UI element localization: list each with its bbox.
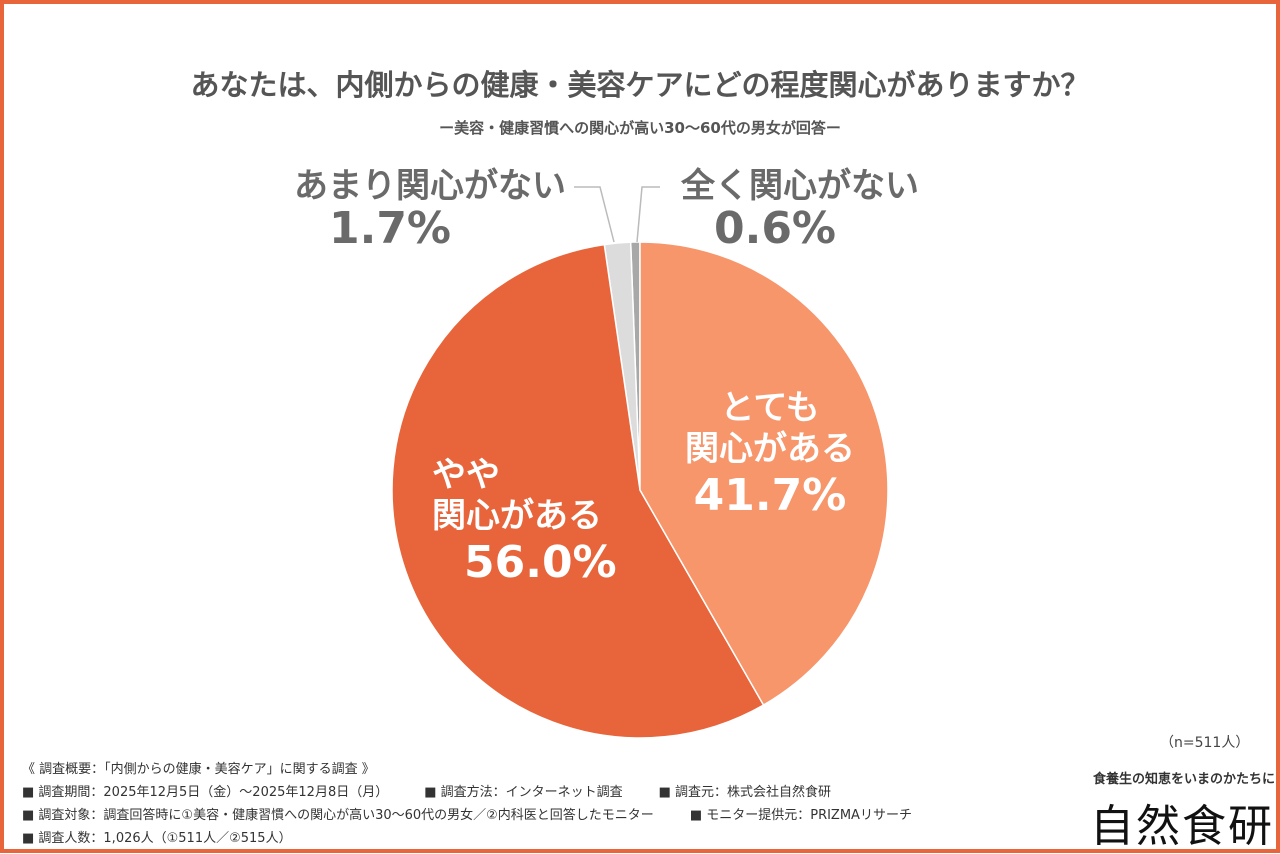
footer-method: ■ 調査方法：インターネット調査 [424,785,623,800]
leader-line-amari [574,186,615,243]
slice-label-amari: あまり関心がない 1.7% [294,166,566,254]
brand-tagline: 食養生の知恵をいまのかたちに [1093,772,1276,787]
pie-slice-yaya [391,243,765,739]
slice-label-yaya: やや 関心がある 56.0% [432,455,617,588]
footer-heading: 《 調査概要：「内側からの健康・美容ケア」に関する調査 》 [22,762,375,777]
slice-label-totemo: とても 関心がある 41.7% [685,388,855,521]
chart-title: あなたは、内側からの健康・美容ケアにどの程度関心がありますか？ [190,68,1090,102]
footer-provider: ■ モニター提供元：PRIZMAリサーチ [689,808,912,823]
sample-size: （n=511人） [1160,735,1250,751]
pie-slice-totemo [639,241,889,707]
footer-source: ■ 調査元：株式会社自然食研 [658,785,832,800]
footer-count: ■ 調査人数：1,026人（①511人／②515人） [22,831,292,846]
survey-footer: 《 調査概要：「内側からの健康・美容ケア」に関する調査 》 ■ 調査期間：202… [22,758,948,850]
brand-logo: 自然食研 [1090,801,1274,852]
leader-line-mattaku [636,186,660,243]
footer-target: ■ 調査対象：調査回答時に①美容・健康習慣への関心が高い30〜60代の男女／②内… [22,808,654,823]
chart-subtitle: ー美容・健康習慣への関心が高い30〜60代の男女が回答ー [439,119,841,137]
slice-label-mattaku: 全く関心がない 0.6% [681,166,919,254]
footer-period: ■ 調査期間：2025年12月5日（金）〜2025年12月8日（月） [22,785,389,800]
